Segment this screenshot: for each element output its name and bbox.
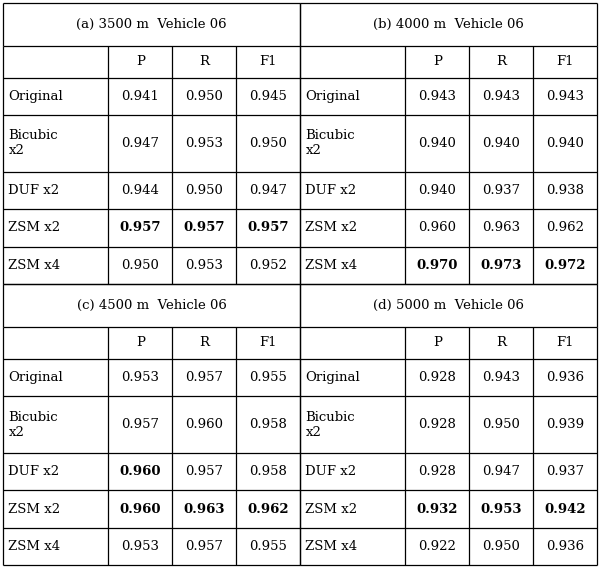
- Text: Bicubic
x2: Bicubic x2: [305, 411, 355, 438]
- Text: P: P: [136, 336, 145, 349]
- Text: DUF x2: DUF x2: [305, 465, 356, 478]
- Text: 0.957: 0.957: [121, 418, 160, 431]
- Text: Original: Original: [8, 90, 63, 103]
- Text: ZSM x2: ZSM x2: [8, 222, 61, 235]
- Text: ZSM x2: ZSM x2: [305, 503, 358, 516]
- Text: 0.972: 0.972: [544, 259, 586, 272]
- Text: 0.928: 0.928: [418, 465, 457, 478]
- Text: 0.947: 0.947: [249, 184, 287, 197]
- Text: 0.928: 0.928: [418, 371, 457, 384]
- Text: 0.953: 0.953: [185, 137, 223, 150]
- Text: 0.941: 0.941: [121, 90, 160, 103]
- Text: R: R: [496, 336, 506, 349]
- Text: 0.944: 0.944: [121, 184, 160, 197]
- Text: 0.943: 0.943: [546, 90, 584, 103]
- Text: (d) 5000 m  Vehicle 06: (d) 5000 m Vehicle 06: [373, 299, 524, 312]
- Text: 0.962: 0.962: [546, 222, 584, 235]
- Text: 0.973: 0.973: [481, 259, 522, 272]
- Text: 0.953: 0.953: [185, 259, 223, 272]
- Text: 0.943: 0.943: [482, 371, 520, 384]
- Text: 0.940: 0.940: [546, 137, 584, 150]
- Text: 0.937: 0.937: [482, 184, 520, 197]
- Text: 0.922: 0.922: [418, 540, 457, 553]
- Text: 0.953: 0.953: [121, 371, 160, 384]
- Text: 0.932: 0.932: [416, 503, 458, 516]
- Text: Bicubic
x2: Bicubic x2: [8, 130, 58, 157]
- Text: 0.958: 0.958: [249, 465, 287, 478]
- Text: 0.950: 0.950: [185, 184, 223, 197]
- Text: R: R: [199, 336, 209, 349]
- Text: 0.955: 0.955: [249, 540, 287, 553]
- Text: 0.952: 0.952: [249, 259, 287, 272]
- Text: 0.947: 0.947: [482, 465, 520, 478]
- Text: 0.960: 0.960: [119, 503, 161, 516]
- Text: 0.958: 0.958: [249, 418, 287, 431]
- Text: 0.957: 0.957: [185, 540, 223, 553]
- Text: 0.939: 0.939: [546, 418, 584, 431]
- Text: 0.940: 0.940: [418, 137, 457, 150]
- Text: ZSM x4: ZSM x4: [305, 259, 358, 272]
- Text: Original: Original: [305, 371, 360, 384]
- Text: Original: Original: [8, 371, 63, 384]
- Text: P: P: [433, 336, 442, 349]
- Text: 0.945: 0.945: [249, 90, 287, 103]
- Text: 0.950: 0.950: [482, 418, 520, 431]
- Text: 0.940: 0.940: [418, 184, 457, 197]
- Text: F1: F1: [556, 336, 574, 349]
- Text: 0.947: 0.947: [121, 137, 160, 150]
- Text: 0.936: 0.936: [546, 371, 584, 384]
- Text: 0.943: 0.943: [418, 90, 457, 103]
- Text: 0.957: 0.957: [185, 465, 223, 478]
- Text: F1: F1: [259, 336, 277, 349]
- Text: P: P: [433, 55, 442, 68]
- Text: 0.957: 0.957: [184, 222, 225, 235]
- Text: 0.957: 0.957: [119, 222, 161, 235]
- Text: 0.963: 0.963: [482, 222, 520, 235]
- Text: ZSM x4: ZSM x4: [8, 259, 61, 272]
- Text: DUF x2: DUF x2: [8, 184, 59, 197]
- Text: DUF x2: DUF x2: [8, 465, 59, 478]
- Text: 0.938: 0.938: [546, 184, 584, 197]
- Text: (a) 3500 m  Vehicle 06: (a) 3500 m Vehicle 06: [76, 18, 227, 31]
- Text: 0.950: 0.950: [249, 137, 287, 150]
- Text: F1: F1: [259, 55, 277, 68]
- Text: R: R: [496, 55, 506, 68]
- Text: 0.950: 0.950: [185, 90, 223, 103]
- Text: 0.957: 0.957: [185, 371, 223, 384]
- Text: 0.955: 0.955: [249, 371, 287, 384]
- Text: ZSM x2: ZSM x2: [305, 222, 358, 235]
- Text: 0.940: 0.940: [482, 137, 520, 150]
- Text: 0.960: 0.960: [119, 465, 161, 478]
- Text: ZSM x4: ZSM x4: [305, 540, 358, 553]
- Text: Original: Original: [305, 90, 360, 103]
- Text: 0.950: 0.950: [121, 259, 160, 272]
- Text: R: R: [199, 55, 209, 68]
- Text: 0.960: 0.960: [418, 222, 457, 235]
- Text: 0.942: 0.942: [544, 503, 586, 516]
- Text: 0.970: 0.970: [416, 259, 458, 272]
- Text: Bicubic
x2: Bicubic x2: [8, 411, 58, 438]
- Text: (c) 4500 m  Vehicle 06: (c) 4500 m Vehicle 06: [77, 299, 226, 312]
- Text: 0.960: 0.960: [185, 418, 223, 431]
- Text: 0.963: 0.963: [184, 503, 225, 516]
- Text: Bicubic
x2: Bicubic x2: [305, 130, 355, 157]
- Text: P: P: [136, 55, 145, 68]
- Text: F1: F1: [556, 55, 574, 68]
- Text: ZSM x4: ZSM x4: [8, 540, 61, 553]
- Text: 0.953: 0.953: [481, 503, 522, 516]
- Text: 0.928: 0.928: [418, 418, 457, 431]
- Text: 0.957: 0.957: [247, 222, 289, 235]
- Text: 0.937: 0.937: [546, 465, 584, 478]
- Text: (b) 4000 m  Vehicle 06: (b) 4000 m Vehicle 06: [373, 18, 524, 31]
- Text: ZSM x2: ZSM x2: [8, 503, 61, 516]
- Text: 0.943: 0.943: [482, 90, 520, 103]
- Text: DUF x2: DUF x2: [305, 184, 356, 197]
- Text: 0.953: 0.953: [121, 540, 160, 553]
- Text: 0.936: 0.936: [546, 540, 584, 553]
- Text: 0.950: 0.950: [482, 540, 520, 553]
- Text: 0.962: 0.962: [247, 503, 289, 516]
